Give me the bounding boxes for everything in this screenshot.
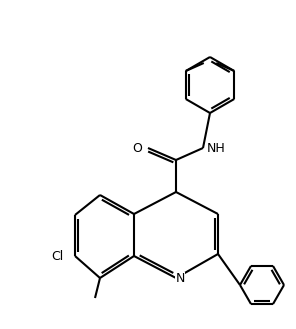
Text: O: O [132,141,142,155]
Text: NH: NH [207,141,226,155]
Text: N: N [175,271,185,285]
Text: Cl: Cl [51,249,63,263]
